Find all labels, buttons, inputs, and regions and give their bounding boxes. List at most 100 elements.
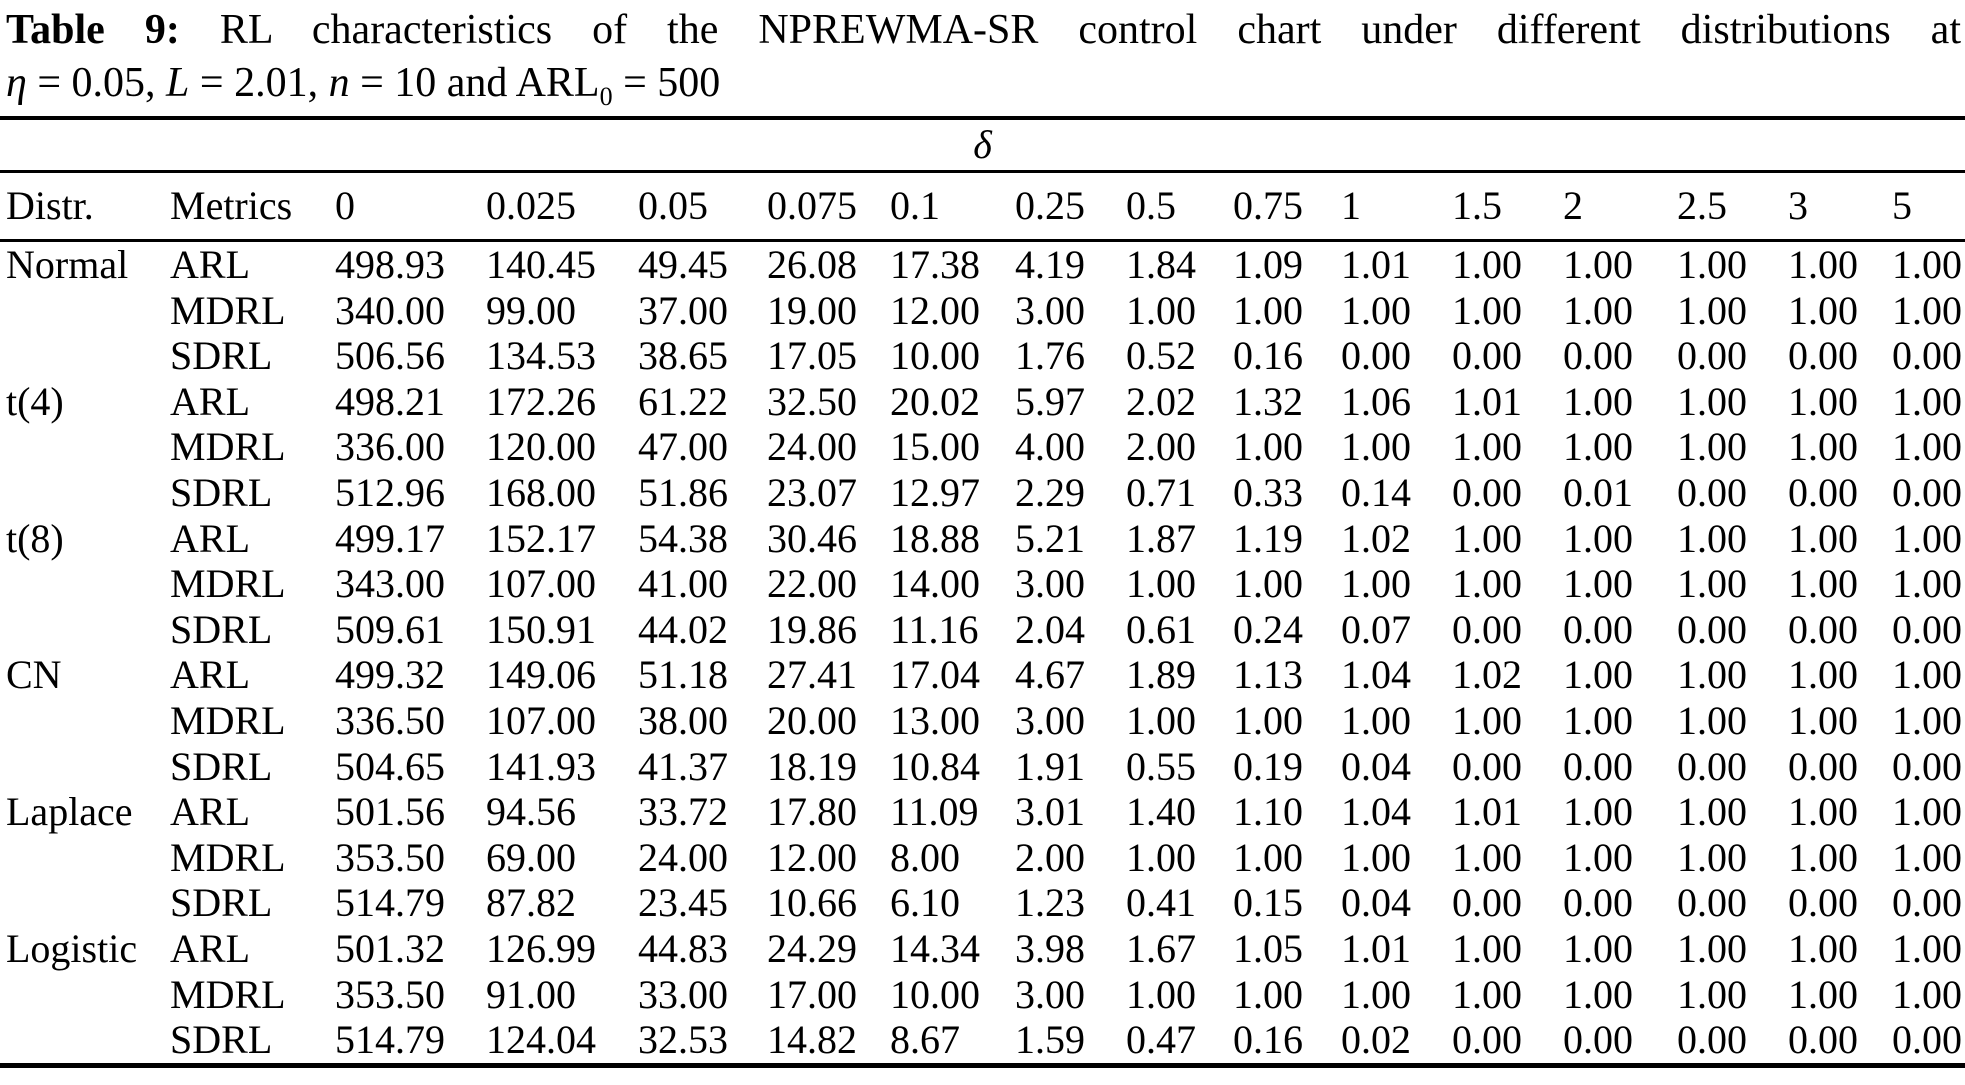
value-cell: 1.84 (1126, 242, 1196, 287)
value-cell: 32.50 (767, 378, 857, 424)
value-cell: 0.00 (1563, 606, 1633, 652)
value-cell: 1.00 (1788, 561, 1858, 607)
value-cell: 1.00 (1788, 789, 1858, 835)
value-cell: 0.00 (1341, 333, 1411, 379)
value-cell: 17.00 (767, 971, 857, 1017)
column-header: Distr. (6, 183, 94, 228)
column-header: 0.25 (1015, 183, 1085, 228)
value-cell: 1.01 (1341, 925, 1411, 971)
value-cell: 4.67 (1015, 652, 1085, 698)
value-cell: 17.04 (890, 652, 980, 698)
value-cell: 14.34 (890, 925, 980, 971)
table-row: MDRL 336.00 120.00 47.00 24.00 15.00 4.00 2.00 1… (0, 424, 1965, 470)
value-cell: 1.00 (1452, 287, 1522, 333)
value-cell: 1.00 (1788, 652, 1858, 698)
table-row: Logistic ARL 501.32 126.99 44.83 24.29 14.34 3.… (0, 926, 1965, 972)
value-cell: 1.91 (1015, 743, 1085, 789)
value-cell: 12.97 (890, 469, 980, 515)
caption-text: RL characteristics of the NPREWMA-SR con… (219, 7, 1961, 53)
metric-cell: SDRL (170, 469, 273, 515)
value-cell: 1.00 (1233, 424, 1303, 470)
value-cell: 1.00 (1233, 697, 1303, 743)
value-cell: 1.00 (1892, 378, 1962, 424)
value-cell: 0.15 (1233, 880, 1303, 926)
value-cell: 0.07 (1341, 606, 1411, 652)
value-cell: 0.61 (1126, 606, 1196, 652)
value-cell: 0.00 (1452, 1017, 1522, 1063)
table-row: SDRL 509.61 150.91 44.02 19.86 11.16 2.04 0.61 0… (0, 607, 1965, 653)
value-cell: 1.19 (1233, 515, 1303, 561)
table-caption: Table 9: RL characteristics of the NPREW… (0, 0, 1965, 116)
value-cell: 10.00 (890, 333, 980, 379)
value-cell: 0.00 (1452, 333, 1522, 379)
caption-param-segment: 0 (599, 82, 613, 111)
value-cell: 0.00 (1892, 333, 1962, 379)
metric-cell: ARL (170, 789, 250, 835)
value-cell: 37.00 (638, 287, 728, 333)
value-cell: 0.02 (1341, 1017, 1411, 1063)
table-row: MDRL 340.00 99.00 37.00 19.00 12.00 3.00 1.00 1.… (0, 288, 1965, 334)
value-cell: 5.21 (1015, 515, 1085, 561)
value-cell: 1.00 (1788, 834, 1858, 880)
value-cell: 0.00 (1677, 469, 1747, 515)
value-cell: 1.00 (1126, 971, 1196, 1017)
value-cell: 1.00 (1892, 287, 1962, 333)
value-cell: 23.45 (638, 880, 728, 926)
value-cell: 41.00 (638, 561, 728, 607)
value-cell: 87.82 (486, 880, 576, 926)
value-cell: 1.00 (1677, 378, 1747, 424)
value-cell: 44.83 (638, 925, 728, 971)
value-cell: 1.00 (1452, 697, 1522, 743)
value-cell: 1.00 (1892, 971, 1962, 1017)
value-cell: 15.00 (890, 424, 980, 470)
value-cell: 2.00 (1126, 424, 1196, 470)
value-cell: 44.02 (638, 606, 728, 652)
value-cell: 1.01 (1341, 242, 1411, 287)
table-row: SDRL 504.65 141.93 41.37 18.19 10.84 1.91 0.55 0… (0, 744, 1965, 790)
value-cell: 1.00 (1677, 834, 1747, 880)
value-cell: 1.00 (1788, 378, 1858, 424)
value-cell: 0.00 (1788, 1017, 1858, 1063)
distribution-cell (6, 1017, 170, 1063)
value-cell: 23.07 (767, 469, 857, 515)
value-cell: 1.00 (1563, 424, 1633, 470)
value-cell: 32.53 (638, 1017, 728, 1063)
value-cell: 1.00 (1563, 287, 1633, 333)
value-cell: 1.00 (1233, 834, 1303, 880)
value-cell: 509.61 (335, 606, 445, 652)
value-cell: 1.00 (1341, 287, 1411, 333)
value-cell: 0.52 (1126, 333, 1196, 379)
distribution-cell (6, 288, 170, 334)
value-cell: 1.00 (1563, 834, 1633, 880)
value-cell: 0.00 (1563, 333, 1633, 379)
value-cell: 107.00 (486, 697, 596, 743)
value-cell: 2.04 (1015, 606, 1085, 652)
value-cell: 0.00 (1563, 880, 1633, 926)
value-cell: 1.00 (1892, 561, 1962, 607)
value-cell: 3.00 (1015, 971, 1085, 1017)
value-cell: 0.47 (1126, 1017, 1196, 1063)
column-header: 1.5 (1452, 183, 1502, 228)
value-cell: 514.79 (335, 880, 445, 926)
value-cell: 3.00 (1015, 561, 1085, 607)
value-cell: 99.00 (486, 287, 576, 333)
table-row: t(8) ARL 499.17 152.17 54.38 30.46 18.88 5.21 1.… (0, 516, 1965, 562)
distribution-cell (6, 744, 170, 790)
value-cell: 1.00 (1677, 242, 1747, 287)
value-cell: 3.98 (1015, 925, 1085, 971)
value-cell: 33.72 (638, 789, 728, 835)
value-cell: 0.00 (1677, 333, 1747, 379)
value-cell: 1.00 (1677, 561, 1747, 607)
value-cell: 1.00 (1677, 287, 1747, 333)
value-cell: 152.17 (486, 515, 596, 561)
value-cell: 0.19 (1233, 743, 1303, 789)
value-cell: 0.00 (1677, 606, 1747, 652)
value-cell: 1.00 (1452, 834, 1522, 880)
value-cell: 1.00 (1788, 515, 1858, 561)
value-cell: 1.00 (1892, 242, 1962, 287)
table-row: MDRL 353.50 91.00 33.00 17.00 10.00 3.00 1.00 1.… (0, 972, 1965, 1018)
value-cell: 1.02 (1341, 515, 1411, 561)
caption-param-segment: = 10 and ARL (349, 60, 600, 106)
value-cell: 1.89 (1126, 652, 1196, 698)
value-cell: 0.71 (1126, 469, 1196, 515)
